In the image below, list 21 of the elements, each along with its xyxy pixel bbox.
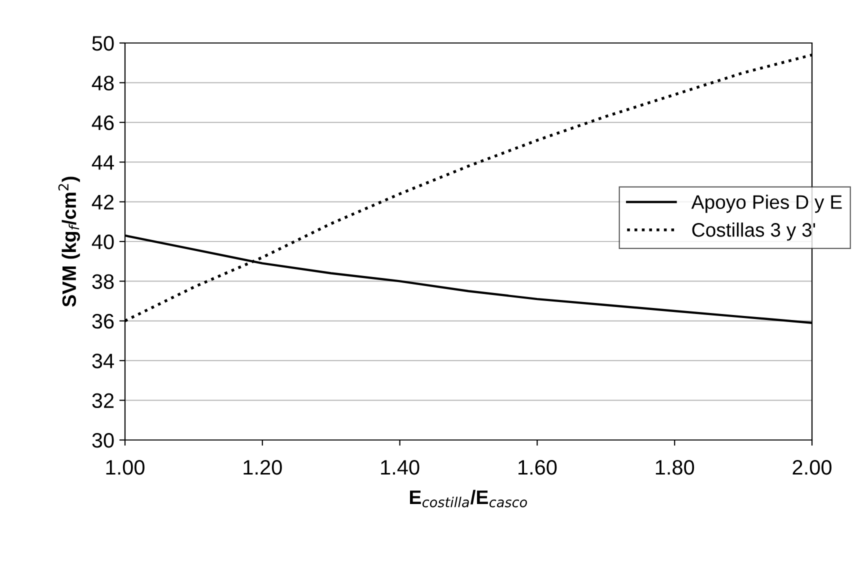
y-tick-label: 32 bbox=[92, 393, 114, 408]
x-tick-label: 1.20 bbox=[244, 460, 282, 475]
x-tick-label: 1.40 bbox=[381, 460, 420, 475]
y-axis-title: SVM (kg$_{f}$/cm$^{2}$) bbox=[58, 176, 80, 307]
y-tick-label: 46 bbox=[92, 115, 114, 130]
legend-label: Costillas 3 y 3' bbox=[692, 222, 816, 241]
x-axis-title: E$_{costilla}$/E$_{casco}$ bbox=[410, 490, 527, 508]
y-tick-label: 34 bbox=[92, 354, 114, 368]
x-tick-label: 1.00 bbox=[106, 460, 144, 475]
y-tick-label: 36 bbox=[92, 314, 114, 329]
y-tick-label: 44 bbox=[92, 155, 114, 170]
y-tick-label: 40 bbox=[92, 234, 114, 250]
y-tick-label: 30 bbox=[92, 433, 114, 448]
x-tick-label: 1.60 bbox=[518, 460, 557, 475]
y-tick-label: 38 bbox=[92, 274, 114, 289]
x-tick-label: 1.80 bbox=[656, 460, 694, 475]
y-tick-label: 50 bbox=[92, 36, 114, 51]
legend-label: Apoyo Pies D y E bbox=[691, 194, 842, 213]
y-tick-label: 48 bbox=[92, 76, 114, 90]
x-tick-label: 2.00 bbox=[792, 460, 832, 475]
y-tick-label: 42 bbox=[92, 194, 114, 210]
